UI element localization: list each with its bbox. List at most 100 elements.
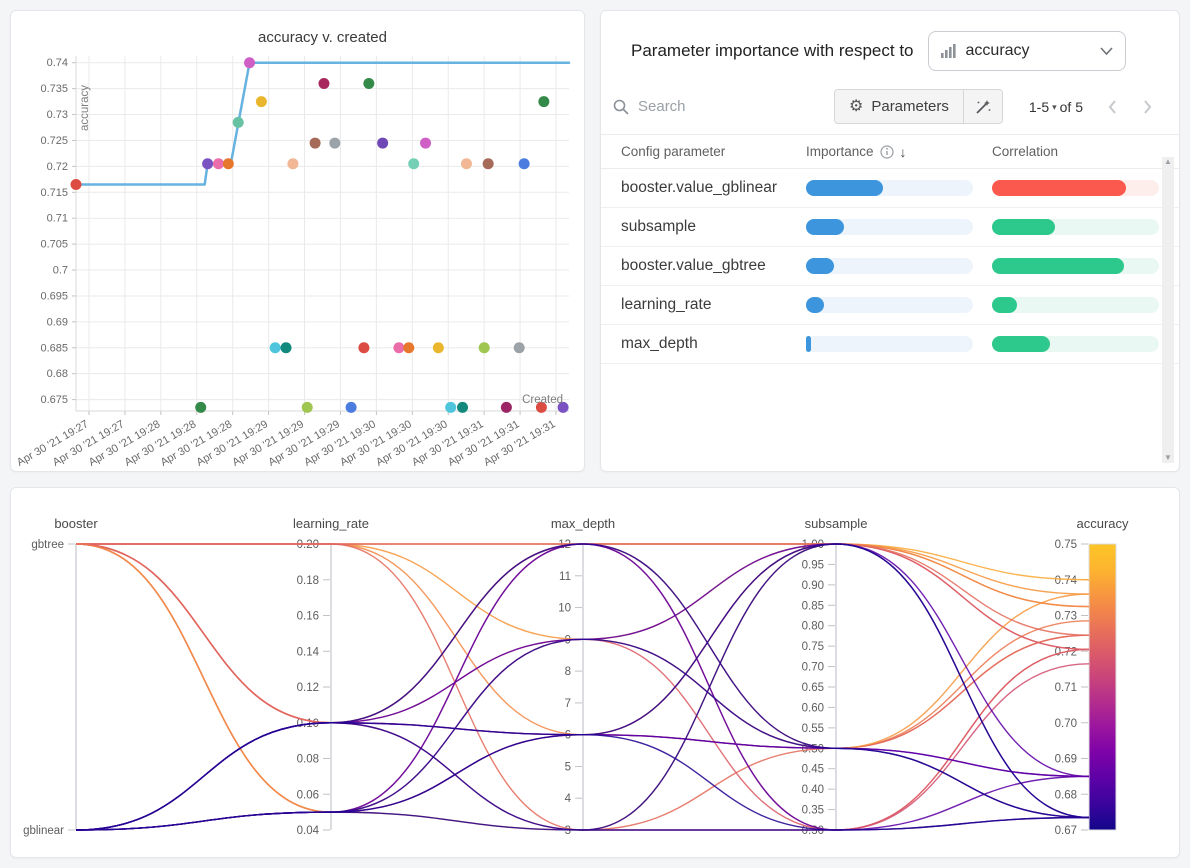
svg-text:0.7: 0.7 bbox=[53, 265, 68, 277]
parameters-button[interactable]: ⚙ Parameters bbox=[835, 90, 963, 123]
svg-text:0.74: 0.74 bbox=[47, 57, 68, 69]
svg-text:0.70: 0.70 bbox=[802, 662, 824, 674]
pagination-range: 1-5 bbox=[1028, 98, 1050, 115]
parameters-button-label: Parameters bbox=[871, 98, 949, 115]
svg-text:0.75: 0.75 bbox=[802, 641, 824, 653]
importance-bar bbox=[806, 336, 992, 352]
importance-bar bbox=[806, 219, 992, 235]
scroll-up-icon[interactable]: ▲ bbox=[1164, 157, 1172, 166]
metric-dropdown-value: accuracy bbox=[965, 42, 1030, 59]
correlation-bar bbox=[992, 180, 1159, 196]
svg-text:0.695: 0.695 bbox=[40, 290, 68, 302]
caret-down-icon: ▾ bbox=[1052, 102, 1057, 112]
gear-icon: ⚙ bbox=[849, 97, 864, 115]
correlation-bar bbox=[992, 297, 1159, 313]
svg-text:0.85: 0.85 bbox=[802, 600, 824, 612]
svg-text:0.715: 0.715 bbox=[40, 187, 68, 199]
scatter-chart[interactable]: 0.74 0.735 0.73 0.725 0.72 0.715 0.71 0.705 0.7 0… bbox=[11, 11, 584, 471]
svg-text:0.685: 0.685 bbox=[40, 342, 68, 354]
svg-text:0.74: 0.74 bbox=[1055, 575, 1078, 587]
table-row[interactable]: booster.value_gbtree bbox=[601, 247, 1179, 286]
svg-text:0.65: 0.65 bbox=[802, 682, 824, 694]
svg-text:accuracy: accuracy bbox=[79, 85, 91, 131]
svg-text:0.06: 0.06 bbox=[297, 789, 319, 801]
importance-bar bbox=[806, 180, 992, 196]
svg-text:5: 5 bbox=[565, 761, 571, 773]
magic-wand-button[interactable] bbox=[962, 90, 1002, 123]
svg-text:0.67: 0.67 bbox=[1055, 825, 1077, 837]
svg-text:0.68: 0.68 bbox=[1055, 789, 1077, 801]
svg-text:0.73: 0.73 bbox=[1055, 611, 1077, 623]
search-box[interactable] bbox=[613, 97, 834, 116]
svg-text:4: 4 bbox=[565, 793, 572, 805]
table-row[interactable]: max_depth bbox=[601, 325, 1179, 364]
svg-text:0.35: 0.35 bbox=[802, 805, 824, 817]
svg-text:0.16: 0.16 bbox=[297, 611, 319, 623]
svg-text:0.14: 0.14 bbox=[297, 646, 320, 658]
info-icon[interactable] bbox=[879, 144, 894, 159]
svg-text:gbtree: gbtree bbox=[31, 539, 64, 551]
svg-text:11: 11 bbox=[559, 571, 571, 583]
svg-text:10: 10 bbox=[558, 603, 571, 615]
svg-text:0.12: 0.12 bbox=[297, 682, 319, 694]
scatter-panel: 0.74 0.735 0.73 0.725 0.72 0.715 0.71 0.705 0.7 0… bbox=[10, 10, 585, 472]
svg-text:0.725: 0.725 bbox=[40, 135, 68, 147]
svg-text:0.675: 0.675 bbox=[40, 394, 68, 406]
column-importance[interactable]: Importance bbox=[806, 144, 874, 159]
svg-text:0.60: 0.60 bbox=[802, 702, 824, 714]
pagination-range-selector[interactable]: 1-5 ▾ of 5 bbox=[1029, 99, 1083, 115]
correlation-bar bbox=[992, 258, 1159, 274]
correlation-bar bbox=[992, 336, 1159, 352]
svg-text:subsample: subsample bbox=[805, 516, 868, 531]
bar-chart-icon bbox=[940, 44, 956, 58]
parallel-coordinates-panel: booster gbtree gblinear learning_rate 0.20 0.… bbox=[10, 487, 1180, 858]
svg-text:0.735: 0.735 bbox=[40, 83, 68, 95]
search-input[interactable] bbox=[636, 97, 780, 116]
metric-dropdown[interactable]: accuracy bbox=[927, 31, 1126, 71]
svg-text:0.18: 0.18 bbox=[297, 575, 319, 587]
parallel-coordinates-chart[interactable]: booster gbtree gblinear learning_rate 0.20 0.… bbox=[11, 488, 1179, 857]
svg-text:0.45: 0.45 bbox=[802, 764, 824, 776]
importance-table-body: booster.value_gblinear subsample booster.v… bbox=[601, 169, 1179, 364]
svg-text:max_depth: max_depth bbox=[551, 516, 615, 531]
svg-text:0.95: 0.95 bbox=[802, 559, 824, 571]
table-header: Config parameter Importance ↓ Correlatio… bbox=[601, 134, 1179, 169]
svg-text:8: 8 bbox=[565, 666, 571, 678]
scrollbar[interactable]: ▲ ▼ bbox=[1162, 157, 1174, 463]
correlation-bar bbox=[992, 219, 1159, 235]
svg-text:0.72: 0.72 bbox=[47, 161, 68, 173]
svg-text:booster: booster bbox=[54, 516, 98, 531]
column-config-parameter[interactable]: Config parameter bbox=[621, 144, 726, 159]
svg-text:0.04: 0.04 bbox=[297, 825, 320, 837]
svg-text:0.08: 0.08 bbox=[297, 754, 319, 766]
svg-text:0.71: 0.71 bbox=[1055, 682, 1077, 694]
svg-text:0.705: 0.705 bbox=[40, 239, 68, 251]
config-parameter-name: booster.value_gbtree bbox=[621, 257, 766, 274]
svg-text:0.73: 0.73 bbox=[47, 109, 68, 121]
svg-text:0.71: 0.71 bbox=[47, 213, 68, 225]
columns-button-group: ⚙ Parameters bbox=[834, 89, 1003, 124]
sort-desc-icon[interactable]: ↓ bbox=[899, 143, 907, 160]
svg-text:0.90: 0.90 bbox=[802, 580, 824, 592]
importance-bar bbox=[806, 297, 992, 313]
svg-text:Created: Created bbox=[522, 394, 563, 406]
importance-bar bbox=[806, 258, 992, 274]
column-correlation[interactable]: Correlation bbox=[992, 144, 1059, 159]
svg-text:accuracy v. created: accuracy v. created bbox=[258, 29, 387, 46]
svg-text:0.68: 0.68 bbox=[47, 368, 68, 380]
table-row[interactable]: learning_rate bbox=[601, 286, 1179, 325]
svg-text:0.55: 0.55 bbox=[802, 723, 824, 735]
next-page-button[interactable] bbox=[1139, 99, 1155, 115]
parameter-importance-panel: Parameter importance with respect to acc… bbox=[600, 10, 1180, 472]
table-row[interactable]: booster.value_gblinear bbox=[601, 169, 1179, 208]
config-parameter-name: learning_rate bbox=[621, 296, 712, 313]
svg-text:0.69: 0.69 bbox=[1055, 754, 1077, 766]
svg-text:0.69: 0.69 bbox=[47, 316, 68, 328]
panel-title: Parameter importance with respect to bbox=[631, 41, 914, 60]
svg-text:learning_rate: learning_rate bbox=[293, 516, 369, 531]
scroll-down-icon[interactable]: ▼ bbox=[1164, 453, 1172, 462]
prev-page-button[interactable] bbox=[1105, 99, 1121, 115]
table-row[interactable]: subsample bbox=[601, 208, 1179, 247]
svg-text:0.80: 0.80 bbox=[802, 621, 824, 633]
